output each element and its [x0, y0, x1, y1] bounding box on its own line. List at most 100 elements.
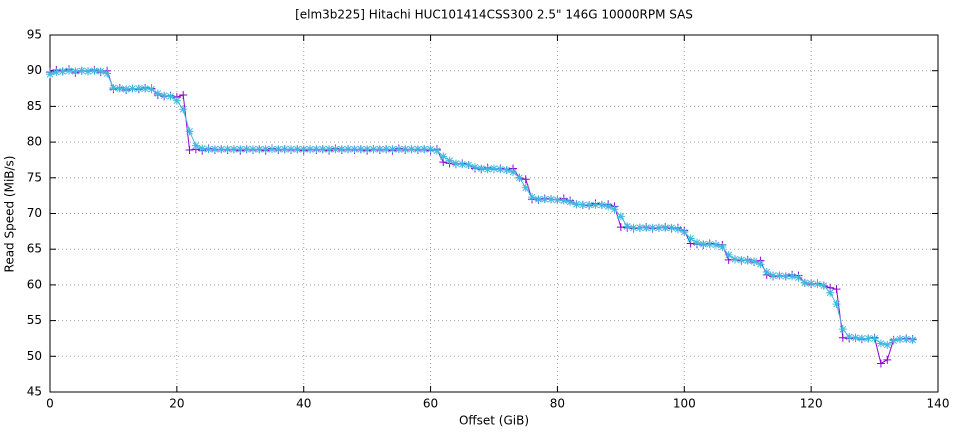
point-marker [141, 84, 150, 93]
point-marker [483, 165, 492, 174]
point-marker [547, 195, 556, 204]
point-marker [826, 288, 835, 297]
point-marker [179, 105, 188, 114]
y-tick-label: 90 [27, 63, 42, 77]
x-tick-label: 60 [423, 397, 438, 411]
point-marker [750, 257, 759, 266]
point-marker [876, 339, 885, 348]
point-marker [229, 145, 238, 154]
point-marker [559, 196, 568, 205]
point-marker [889, 336, 898, 345]
point-marker [832, 300, 841, 309]
point-marker [604, 202, 613, 211]
point-marker [743, 256, 752, 265]
point-marker [490, 164, 498, 173]
plot-frame [49, 34, 939, 393]
point-marker [654, 223, 663, 232]
point-marker [851, 333, 860, 342]
y-tick-label: 95 [27, 28, 42, 42]
y-tick-label: 85 [27, 99, 42, 113]
point-marker [673, 225, 682, 234]
y-tick-label: 60 [27, 277, 42, 291]
point-marker [902, 335, 911, 344]
point-marker [572, 200, 581, 209]
point-marker [502, 165, 511, 174]
point-marker [388, 145, 397, 154]
point-marker [287, 145, 296, 154]
point-marker [629, 223, 638, 232]
point-marker [838, 333, 847, 342]
point-marker [52, 68, 61, 77]
point-marker [718, 243, 727, 252]
point-marker [591, 200, 600, 209]
point-marker [356, 145, 365, 154]
point-marker [451, 159, 460, 168]
point-marker [470, 163, 479, 172]
point-marker [109, 83, 118, 92]
point-marker [566, 198, 575, 207]
point-marker [762, 268, 771, 277]
point-marker [122, 85, 131, 94]
point-marker [160, 91, 169, 100]
point-marker [242, 145, 251, 154]
point-marker [870, 334, 879, 343]
point-marker [331, 145, 340, 154]
point-marker [318, 145, 327, 154]
point-marker [375, 145, 384, 154]
point-marker [680, 228, 689, 237]
point-marker [667, 223, 676, 232]
point-marker [71, 67, 80, 76]
point-marker [84, 67, 93, 76]
point-marker [477, 164, 486, 173]
point-marker [553, 195, 562, 204]
point-marker [775, 271, 784, 280]
y-tick-label: 50 [27, 349, 42, 363]
point-marker [515, 173, 524, 182]
point-marker [876, 359, 885, 368]
point-marker [90, 66, 99, 75]
point-marker [705, 240, 714, 249]
point-marker [610, 205, 619, 214]
point-marker [401, 145, 410, 154]
point-marker [623, 222, 632, 231]
point-marker [883, 355, 892, 364]
y-tick-label: 65 [27, 242, 42, 256]
point-marker [616, 212, 625, 221]
point-marker [534, 195, 543, 204]
y-tick-label: 75 [27, 170, 42, 184]
point-marker [166, 92, 175, 101]
point-marker [350, 145, 359, 154]
point-marker [521, 183, 530, 192]
point-marker [261, 145, 270, 154]
point-marker [769, 271, 778, 280]
point-marker [838, 325, 847, 334]
point-marker [540, 195, 549, 204]
point-marker [686, 234, 695, 243]
point-marker [325, 145, 334, 154]
point-marker [420, 145, 429, 154]
point-marker [737, 255, 746, 264]
point-marker [306, 145, 315, 154]
point-marker [77, 66, 86, 75]
point-marker [185, 145, 194, 154]
point-marker [813, 280, 822, 289]
point-marker [426, 145, 435, 154]
point-marker [128, 84, 137, 93]
point-marker [528, 193, 537, 202]
point-marker [172, 96, 181, 105]
point-marker [635, 223, 644, 232]
chart-title: [elm3b225] Hitachi HUC101414CSS300 2.5" … [295, 8, 693, 22]
point-marker [819, 281, 828, 290]
point-marker [147, 85, 156, 94]
point-marker [661, 223, 670, 232]
point-marker [268, 145, 276, 154]
y-tick-label: 45 [27, 385, 42, 399]
point-marker [712, 240, 720, 249]
point-marker [153, 89, 162, 98]
point-marker [445, 156, 454, 165]
point-marker [578, 200, 587, 209]
point-marker [509, 168, 518, 177]
x-tick-label: 40 [296, 397, 311, 411]
point-marker [432, 146, 441, 155]
point-marker [597, 200, 606, 209]
